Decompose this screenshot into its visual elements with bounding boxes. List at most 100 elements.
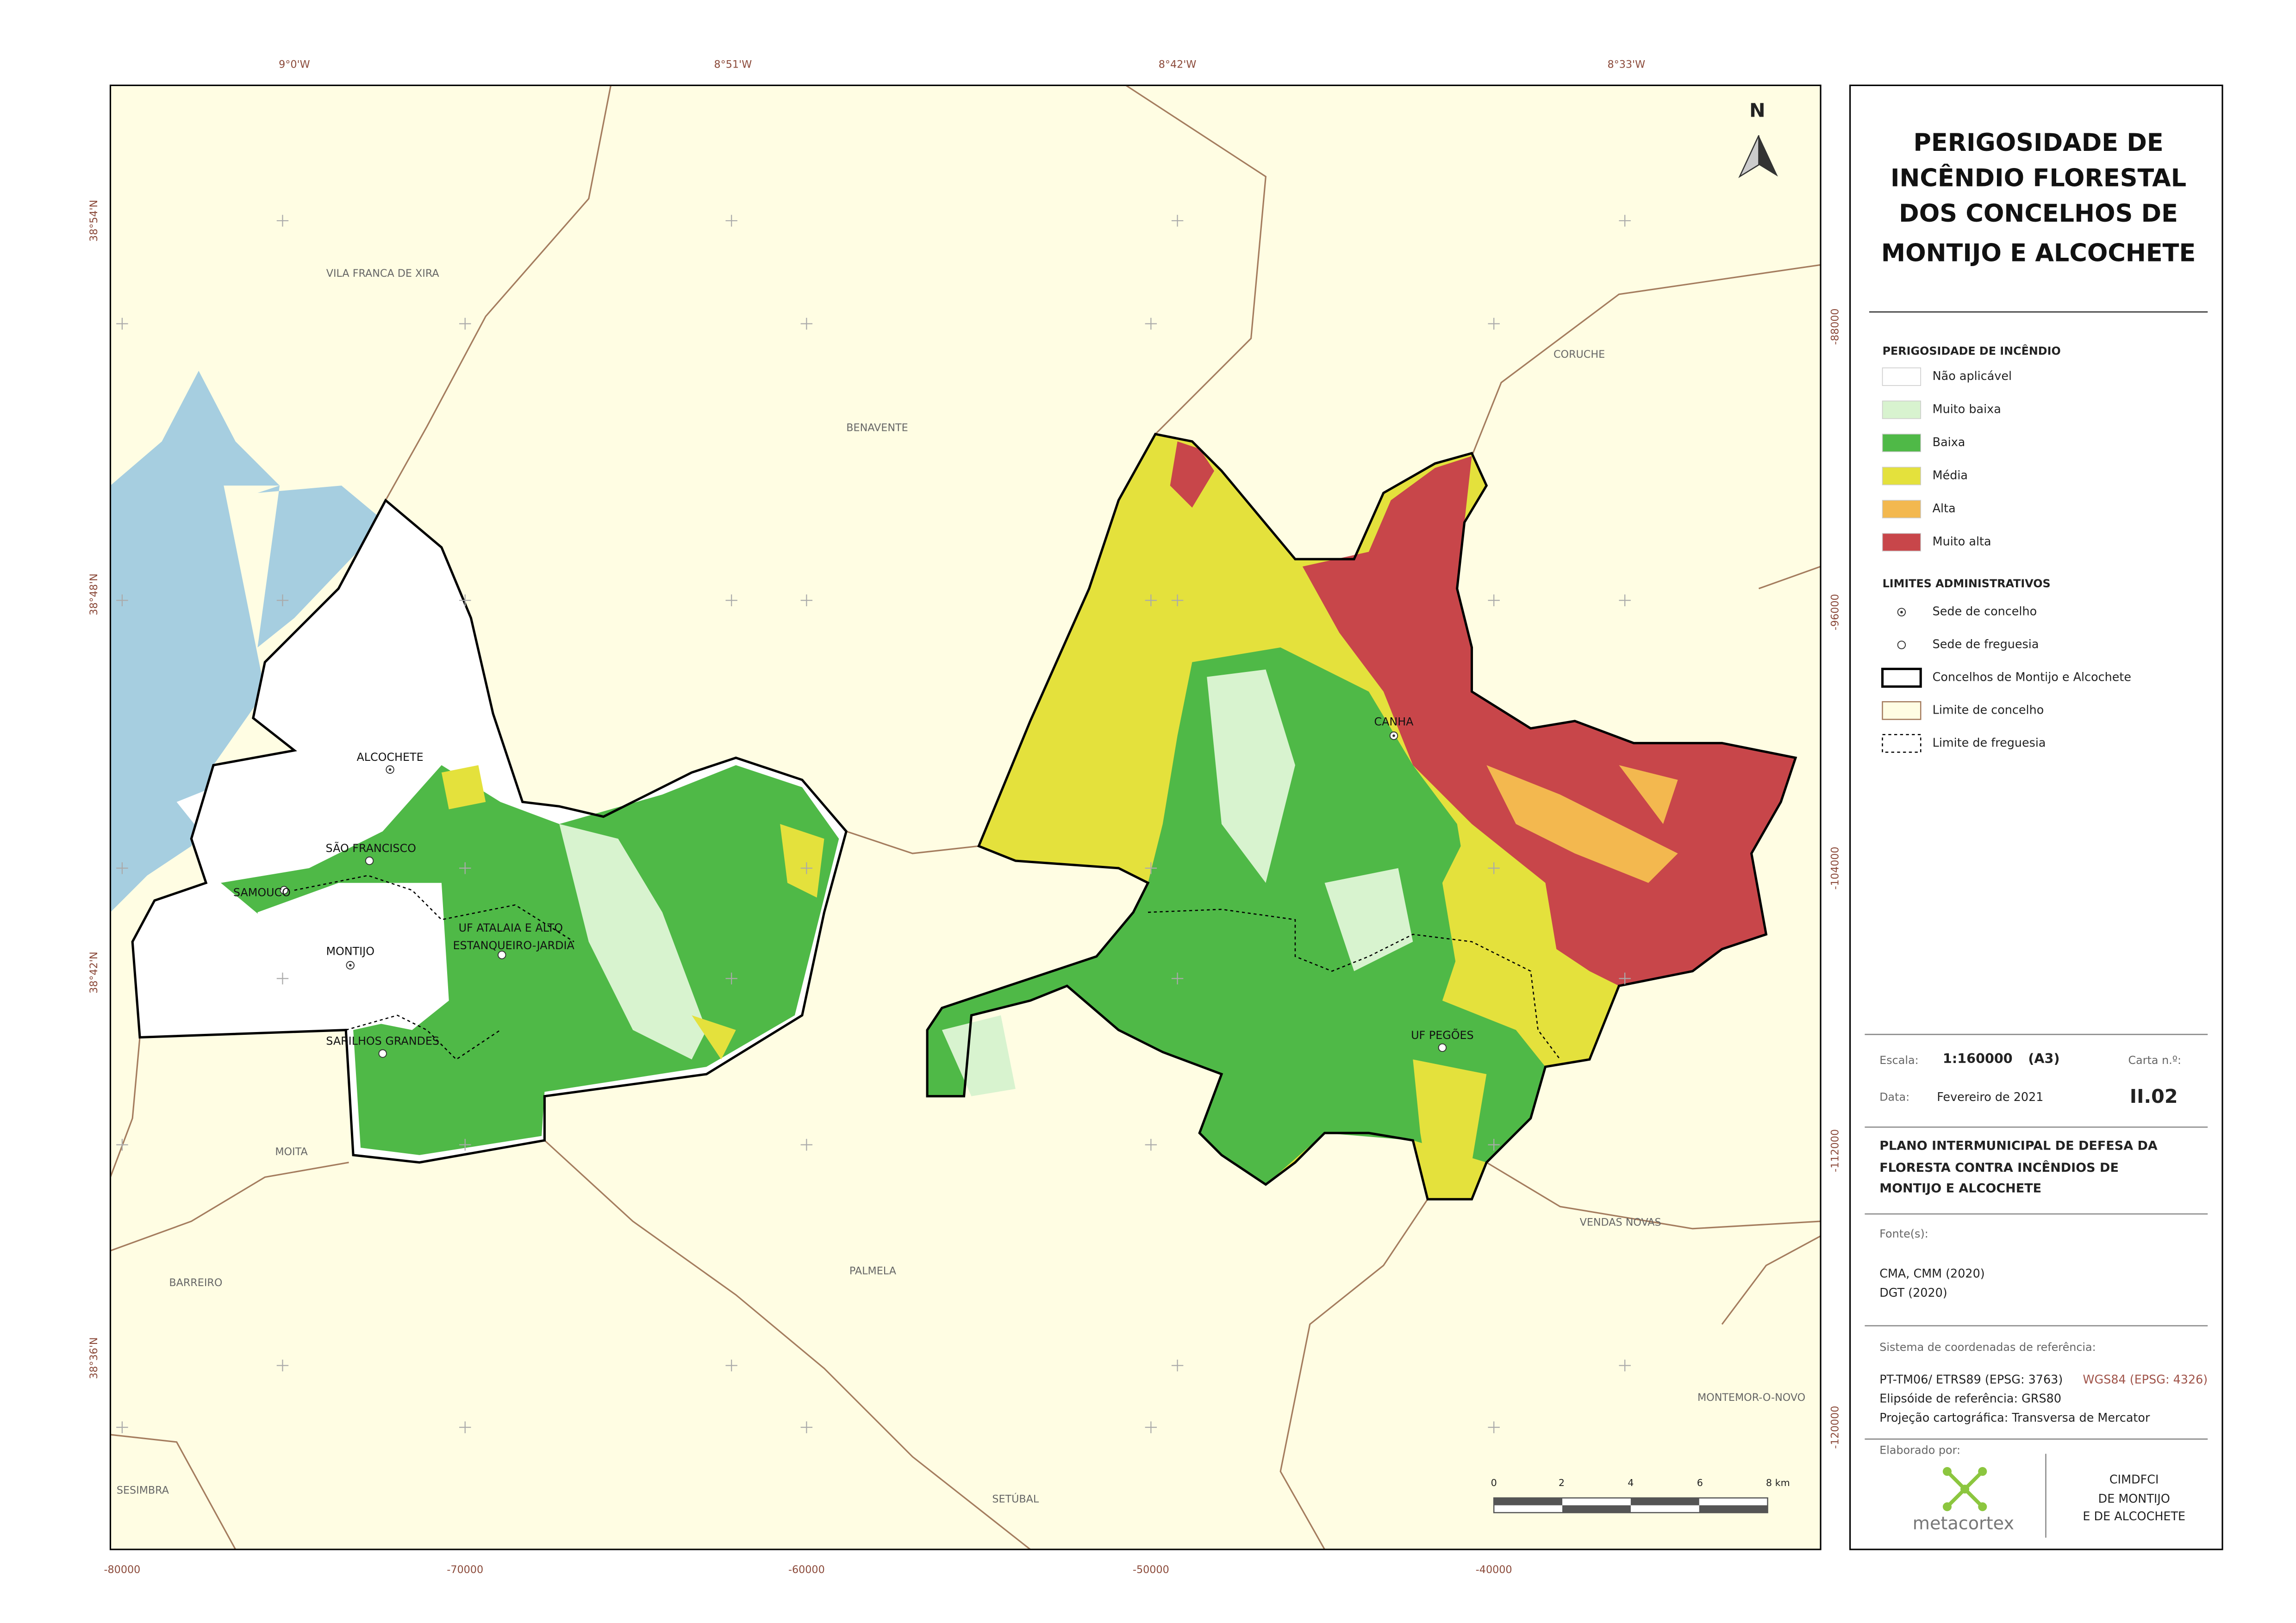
legend-swatch — [1882, 434, 1922, 452]
legend-panel — [1849, 84, 2223, 1550]
legend-title: PERIGOSIDADE DE — [1913, 129, 2163, 157]
graticule-cross — [1171, 594, 1184, 606]
scale-bar-seg — [1562, 1505, 1631, 1513]
hazard-area — [927, 647, 1546, 1185]
graticule-cross — [725, 1359, 737, 1372]
grid-label: -40000 — [1476, 1564, 1512, 1576]
graticule-cross — [800, 1138, 813, 1151]
graticule-cross — [116, 317, 128, 330]
graticule-cross — [1145, 1138, 1157, 1151]
estuary — [110, 371, 265, 913]
client-name: DE MONTIJO — [2098, 1492, 2170, 1505]
place-label: BENAVENTE — [846, 422, 908, 434]
graticule-label: 9°0'W — [279, 58, 310, 70]
place-label: SESIMBRA — [117, 1484, 169, 1496]
scale-bar — [1493, 1497, 1768, 1513]
graticule-cross — [116, 1421, 128, 1433]
info-value: (A3) — [2028, 1051, 2059, 1066]
scale-bar-seg — [1699, 1505, 1768, 1513]
graticule-cross — [1488, 1138, 1500, 1151]
place-label: SAMOUCO — [233, 886, 291, 899]
scale-bar-label: 0 — [1491, 1477, 1497, 1488]
scale-bar-seg — [1630, 1498, 1699, 1505]
graticule-cross — [1171, 1359, 1184, 1372]
graticule-cross — [1619, 972, 1631, 985]
place-label: MOITA — [275, 1146, 308, 1158]
logo-cross — [1946, 1470, 1984, 1508]
graticule-cross — [1145, 594, 1157, 606]
graticule-label: 38°54'N — [88, 200, 100, 242]
legend-section: PERIGOSIDADE DE INCÊNDIO — [1883, 344, 2061, 357]
legend-symbol — [1881, 667, 1922, 688]
place-label: PALMELA — [849, 1265, 897, 1277]
grid-label: -112000 — [1829, 1129, 1841, 1172]
graticule-cross — [725, 215, 737, 227]
grid-label: -80000 — [104, 1564, 140, 1576]
freguesia-limit — [294, 875, 574, 1060]
graticule-cross — [116, 1138, 128, 1151]
graticule-label: 8°33'W — [1607, 58, 1645, 70]
legend-label: Muito alta — [1933, 535, 1991, 548]
graticule-cross — [276, 1359, 289, 1372]
logo — [1942, 1467, 1987, 1511]
graticule-cross — [800, 594, 813, 606]
boundary — [385, 85, 612, 501]
graticule-cross — [1145, 862, 1157, 874]
legend-swatch — [1882, 500, 1922, 518]
sheet-number: II.02 — [2130, 1085, 2178, 1107]
place-label: SETÚBAL — [992, 1492, 1039, 1505]
graticule-cross — [459, 1421, 471, 1433]
boundary — [1721, 1235, 1821, 1325]
seat-marker — [1392, 734, 1395, 737]
graticule-label: 8°51'W — [714, 58, 752, 70]
boundary — [1279, 1199, 1429, 1550]
plan-title: PLANO INTERMUNICIPAL DE DEFESA DA — [1879, 1138, 2158, 1153]
graticule-cross — [1488, 862, 1500, 874]
map-body — [110, 85, 1821, 1550]
legend-symbol — [1897, 640, 1906, 649]
seat-marker — [1438, 1043, 1447, 1052]
map-frame — [109, 84, 1822, 1550]
place-label: MONTEMOR-O-NOVO — [1697, 1392, 1805, 1404]
legend-label: Limite de concelho — [1933, 703, 2044, 716]
place-label: CANHA — [1374, 715, 1414, 728]
crs: PT-TM06/ ETRS89 (EPSG: 3763) — [1879, 1372, 2063, 1386]
hazard-area — [257, 883, 449, 1030]
concelho-limits — [110, 85, 1821, 1550]
graticule-cross — [459, 594, 471, 606]
place-label: MONTIJO — [326, 945, 374, 958]
client-name: CIMDFCI — [2109, 1473, 2159, 1486]
legend-label: Alta — [1933, 501, 1956, 515]
seat-marker — [349, 964, 352, 967]
legend-label: Não aplicável — [1933, 369, 2012, 383]
seat-marker — [378, 1049, 387, 1058]
boundary — [1758, 566, 1821, 590]
boundary — [110, 1434, 237, 1550]
place-label: VILA FRANCA DE XIRA — [326, 267, 440, 280]
seat-marker — [497, 951, 506, 959]
hazard-area — [559, 824, 707, 1060]
graticule-cross — [116, 862, 128, 874]
client-name: E DE ALCOCHETE — [2083, 1509, 2185, 1523]
seat-marker — [388, 768, 392, 771]
hazard-area — [176, 772, 324, 839]
place-label: VENDAS NOVAS — [1580, 1217, 1661, 1229]
grid-label: -120000 — [1829, 1406, 1841, 1449]
info-label: Carta n.º: — [2128, 1054, 2182, 1067]
crs: WGS84 (EPSG: 4326) — [2083, 1372, 2208, 1386]
legend-label: Baixa — [1933, 435, 1965, 449]
seat-marker — [365, 856, 374, 865]
graticule-cross — [459, 1138, 471, 1151]
info-label: Fonte(s): — [1879, 1227, 1928, 1240]
north-label: N — [1749, 99, 1766, 122]
boundary — [1471, 264, 1821, 457]
info-label: Sistema de coordenadas de referência: — [1879, 1341, 2096, 1354]
scale-bar-label: 6 — [1697, 1477, 1703, 1488]
grid-label: -60000 — [788, 1564, 825, 1576]
info-label: Elaborado por: — [1879, 1443, 1960, 1456]
panel-dividers — [1865, 311, 2208, 1538]
graticule-cross — [459, 862, 471, 874]
crs: Elipsóide de referência: GRS80 — [1879, 1392, 2061, 1405]
place-label: ALCOCHETE — [356, 751, 423, 764]
